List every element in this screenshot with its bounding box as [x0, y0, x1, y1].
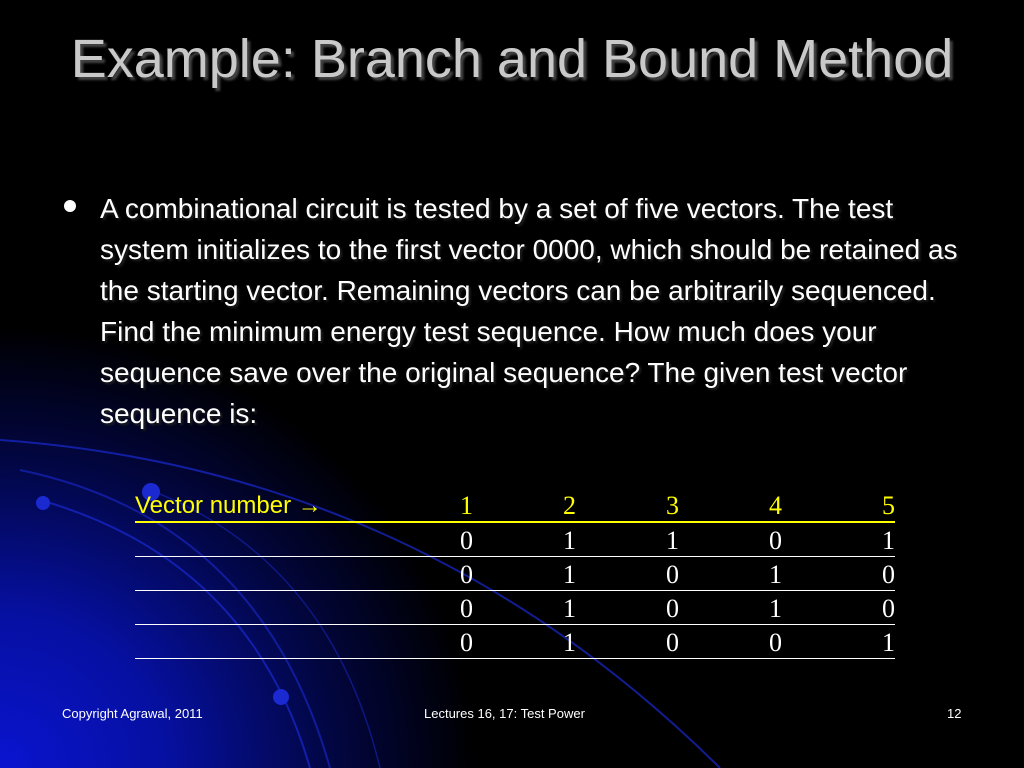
table-cell: 1 [724, 556, 827, 591]
footer-lecture: Lectures 16, 17: Test Power [424, 706, 585, 721]
table-row: 0 1 1 0 1 [135, 522, 895, 557]
table-row: 0 1 0 1 0 [135, 590, 895, 625]
table-row: 0 1 0 1 0 [135, 556, 895, 591]
column-header: 1 [415, 488, 518, 523]
slide-body-text: A combinational circuit is tested by a s… [100, 193, 958, 429]
table-cell: 0 [415, 624, 518, 659]
table-cell: 1 [827, 624, 895, 659]
column-header: 5 [827, 488, 895, 523]
table-cell: 0 [415, 522, 518, 557]
vector-table: Vector number → 1 2 3 4 5 0 1 1 0 1 0 1 … [135, 488, 895, 659]
table-cell: 0 [621, 590, 724, 625]
table-cell: 0 [621, 624, 724, 659]
table-header-row: Vector number → 1 2 3 4 5 [135, 488, 895, 523]
slide-title: Example: Branch and Bound Method [70, 29, 954, 89]
table-cell: 1 [621, 522, 724, 557]
table-cell: 0 [827, 556, 895, 591]
table-cell: 1 [518, 522, 621, 557]
column-header: 2 [518, 488, 621, 523]
table-cell: 0 [415, 590, 518, 625]
table-row: 0 1 0 0 1 [135, 624, 895, 659]
table-cell: 1 [518, 556, 621, 591]
table-cell: 0 [827, 590, 895, 625]
footer-copyright: Copyright Agrawal, 2011 [62, 706, 203, 721]
table-cell: 1 [518, 624, 621, 659]
column-header: 3 [621, 488, 724, 523]
table-cell: 0 [724, 624, 827, 659]
bullet-icon [64, 200, 76, 212]
table-cell: 0 [724, 522, 827, 557]
table-cell: 1 [827, 522, 895, 557]
table-cell: 1 [518, 590, 621, 625]
column-header: 4 [724, 488, 827, 523]
page-number: 12 [947, 706, 962, 721]
table-cell: 0 [415, 556, 518, 591]
table-cell: 0 [621, 556, 724, 591]
table-cell: 1 [724, 590, 827, 625]
header-label: Vector number → [135, 488, 415, 523]
